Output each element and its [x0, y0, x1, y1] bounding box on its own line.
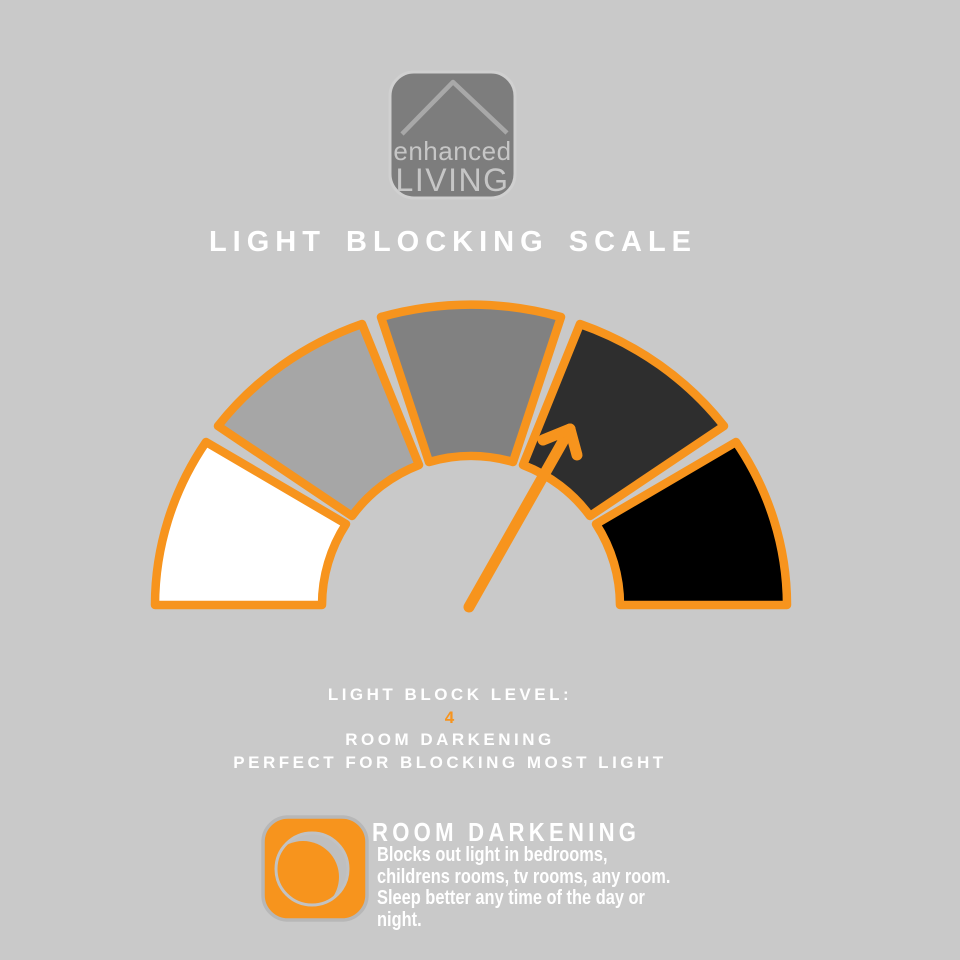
gauge-segment-3	[376, 300, 566, 467]
gauge-segment-2	[213, 319, 424, 521]
brand-logo: enhanced LIVING	[388, 70, 517, 200]
level-tagline: PERFECT FOR BLOCKING MOST LIGHT	[233, 752, 667, 772]
house-roof-icon	[400, 79, 509, 136]
logo-graphic	[388, 70, 517, 200]
level-summary: LIGHT BLOCK LEVEL: 4 ROOM DARKENING PERF…	[0, 684, 900, 774]
feature-description: Blocks out light in bedrooms, childrens …	[377, 844, 671, 931]
level-value: 4	[444, 707, 456, 727]
room-darkening-feature-icon	[261, 815, 369, 922]
brand-name-line2: LIVING	[395, 162, 510, 198]
level-name: ROOM DARKENING	[345, 730, 555, 749]
page-title: LIGHT BLOCKING SCALE	[208, 226, 698, 258]
gauge-segment-5	[591, 437, 792, 610]
feature-heading: ROOM DARKENING	[372, 817, 641, 847]
level-label: LIGHT BLOCK LEVEL:	[327, 685, 573, 704]
gauge-needle	[463, 423, 576, 613]
gauge-needle-arrowhead	[537, 423, 583, 461]
moon-icon-outline	[274, 831, 350, 907]
logo-square	[388, 70, 517, 200]
brand-name-line1: enhanced	[393, 136, 512, 166]
gauge-segment-1	[150, 437, 351, 610]
